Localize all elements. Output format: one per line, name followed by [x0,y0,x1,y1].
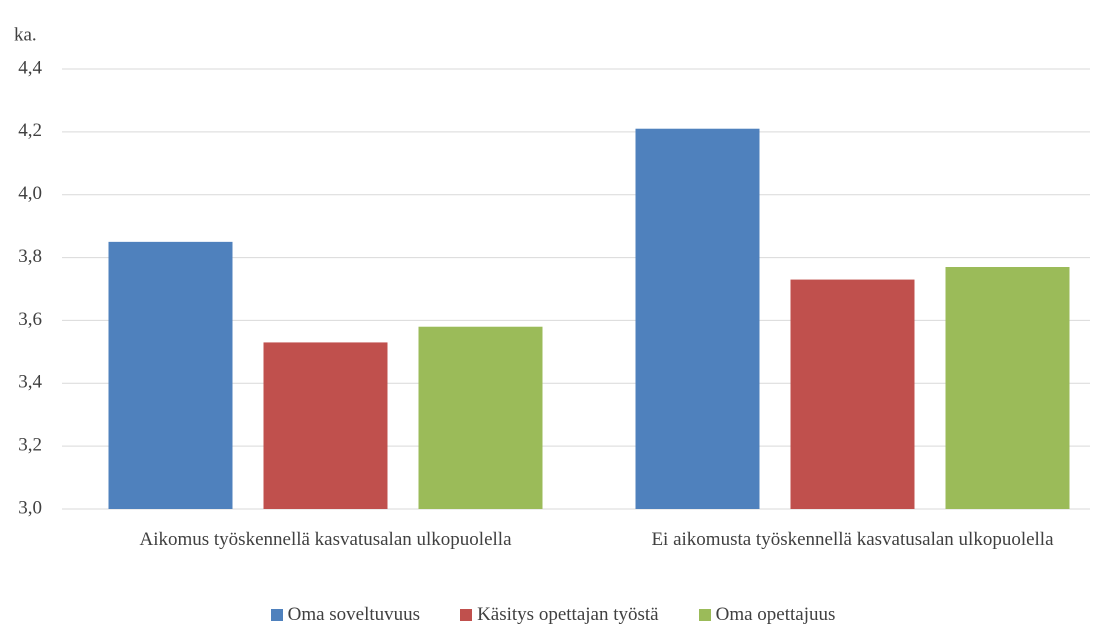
legend-label: Oma soveltuvuus [287,604,421,625]
x-tick-label: Ei aikomusta työskennellä kasvatusalan u… [651,529,1054,550]
bar [263,342,388,509]
y-tick-label: 3,4 [18,372,42,393]
legend: Oma soveltuvuus Käsitys opettajan työstä O… [0,604,1106,626]
bar [418,326,543,509]
y-tick-label: 4,0 [18,183,42,204]
bar [108,241,233,509]
y-tick-label: 4,4 [18,57,42,78]
bar [635,128,760,509]
x-tick-label: Aikomus työskennellä kasvatusalan ulkopu… [139,529,512,550]
legend-item: Oma opettajuus [698,604,836,626]
legend-label: Käsitys opettajan työstä [477,604,659,625]
legend-item: Oma soveltuvuus [270,604,421,626]
y-tick-label: 3,6 [18,309,42,330]
legend-swatch [460,609,473,621]
y-tick-label: 3,2 [18,435,42,456]
legend-swatch [270,609,283,621]
y-tick-label: 3,0 [18,497,42,518]
bar [790,279,915,509]
y-tick-label: 4,2 [18,120,42,141]
legend-label: Oma opettajuus [715,604,836,625]
bar [945,267,1070,509]
y-tick-label: 3,8 [18,246,42,267]
legend-item: Käsitys opettajan työstä [460,604,659,626]
legend-swatch [698,609,711,621]
y-axis-label: ka. [14,24,37,45]
